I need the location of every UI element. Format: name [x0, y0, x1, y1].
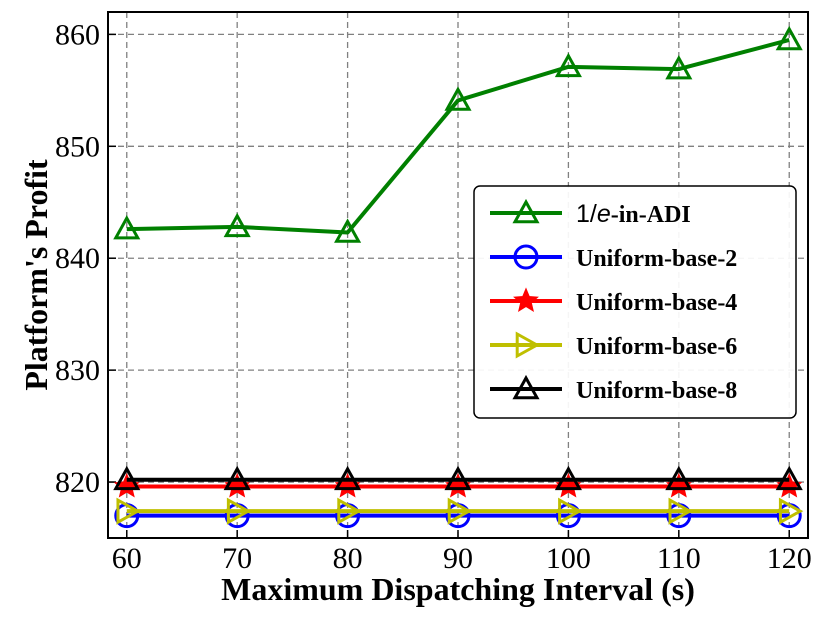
x-axis-ticks: 60 70 80 90 100 110 120 — [112, 530, 812, 575]
data-point — [665, 54, 693, 80]
legend-label: Uniform-base-8 — [576, 378, 737, 404]
data-point — [113, 215, 141, 240]
legend-label: Uniform-base-4 — [576, 290, 737, 316]
legend-entry: 1/e-in-ADI — [490, 198, 691, 228]
legend: 1/e-in-ADI Uniform-base-2 Uniform-base-4 Un… — [473, 185, 797, 419]
data-point — [668, 497, 693, 525]
data-point — [447, 497, 473, 525]
series-0 — [113, 25, 803, 243]
data-point — [116, 497, 141, 525]
data-point — [334, 465, 362, 491]
legend-marker — [513, 287, 539, 313]
y-axis-ticks: 820 830 840 850 860 — [55, 18, 116, 499]
legend-marker — [513, 244, 539, 270]
y-tick-label: 840 — [55, 242, 100, 275]
legend-marker — [512, 374, 540, 400]
data-point — [775, 465, 803, 491]
legend-entry: Uniform-base-4 — [490, 287, 737, 316]
series-layer — [113, 25, 804, 529]
data-point — [223, 212, 251, 238]
legend-entry: Uniform-base-8 — [490, 374, 737, 404]
legend-box — [473, 185, 797, 419]
y-tick-label: 860 — [55, 18, 100, 51]
data-point — [554, 465, 582, 491]
series-4 — [113, 465, 803, 491]
series-2 — [113, 472, 803, 498]
plot-frame — [107, 11, 809, 539]
series-line — [126, 38, 790, 235]
x-tick-label: 90 — [443, 542, 473, 575]
x-tick-label: 110 — [657, 542, 701, 575]
data-point — [558, 497, 583, 525]
data-point — [775, 25, 803, 51]
legend-marker — [512, 198, 540, 224]
data-point — [444, 465, 472, 491]
y-tick-label: 850 — [55, 130, 100, 163]
y-tick-label: 830 — [55, 354, 100, 387]
series-3 — [116, 497, 804, 525]
data-point — [226, 497, 252, 525]
legend-entry: Uniform-base-2 — [490, 244, 737, 272]
data-point — [778, 497, 804, 525]
data-point — [223, 465, 251, 491]
x-tick-label: 100 — [546, 542, 591, 575]
data-point — [113, 465, 141, 491]
x-tick-label: 120 — [767, 542, 812, 575]
legend-label: Uniform-base-6 — [576, 334, 737, 360]
legend-label: Uniform-base-2 — [576, 246, 737, 272]
x-tick-label: 70 — [222, 542, 252, 575]
data-point — [334, 218, 362, 243]
legend-entry: Uniform-base-6 — [490, 331, 737, 360]
x-axis-label: Maximum Dispatching Interval (s) — [221, 571, 695, 607]
data-point — [337, 497, 362, 525]
data-point — [554, 52, 582, 78]
legend-marker — [515, 331, 541, 359]
y-tick-label: 820 — [55, 466, 100, 499]
y-axis-label: Platform's Profit — [18, 159, 54, 391]
x-tick-label: 60 — [112, 542, 142, 575]
legend-label: 1/e-in-ADI — [576, 200, 691, 228]
x-tick-label: 80 — [333, 542, 363, 575]
data-point — [444, 86, 472, 111]
data-point — [665, 465, 693, 491]
